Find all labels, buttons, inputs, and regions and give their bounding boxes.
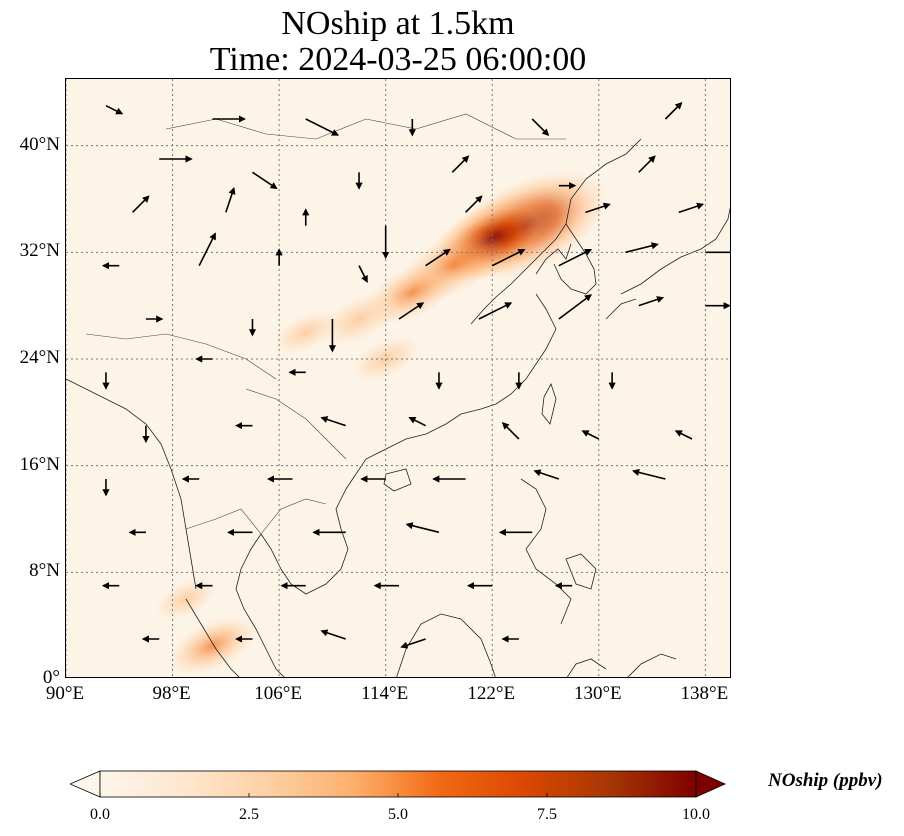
longitude-tick-label: 106°E [254,683,302,704]
colorbar-tick-label: 10.0 [682,806,710,823]
wind-arrow [558,294,592,320]
longitude-tick-label: 98°E [152,683,191,704]
wind-arrow [533,469,560,480]
longitude-tick-label: 90°E [45,683,85,704]
wind-arrow [632,468,666,480]
wind-arrow [558,248,593,267]
colorbar-tick-marks [99,793,697,797]
latitude-tick-label: 40°N [19,133,60,155]
plot-title: NOship at 1.5km [281,5,515,42]
concentration-field [153,170,609,676]
longitude-tick-label: 138°E [680,683,729,704]
concentration-hotspot [167,615,258,676]
latitude-tick-label: 24°N [19,347,60,368]
wind-arrow [625,242,659,254]
colorbar-extend-max [695,770,726,798]
colorbar-svg [68,770,726,798]
colorbar-label: NOship (ppbv) [768,770,883,791]
longitude-tick-label: 122°E [467,683,516,704]
longitude-tick-label: 114°E [361,683,409,704]
wind-arrow [400,638,426,649]
wind-arrow [581,430,600,440]
wind-arrow [105,104,124,115]
concentration-hotspot [317,291,401,347]
wind-arrow [501,421,520,440]
latitude-tick-label: 32°N [19,240,60,262]
wind-arrow [451,155,470,173]
longitude-tick-label: 130°E [573,683,622,704]
wind-arrow [465,195,483,213]
concentration-hotspot [271,309,340,355]
wind-arrow [252,171,278,190]
wind-arrow [320,629,346,640]
wind-arrow [305,118,340,136]
wind-arrow [408,416,426,427]
wind-arrow [358,265,368,283]
wind-arrow [664,101,683,120]
map-svg [66,79,730,677]
wind-arrow [585,202,611,214]
wind-arrow [398,302,425,320]
gridlines [66,79,730,677]
wind-vectors [101,101,730,649]
wind-arrow [225,186,236,213]
colorbar-extend-min [68,770,101,798]
wind-arrow [491,248,526,267]
colorbar-tick-label: 0.0 [90,806,110,823]
plot-subtitle-time: Time: 2024-03-25 06:00:00 [209,41,587,78]
coastlines [66,113,730,677]
latitude-tick-label: 16°N [19,453,60,475]
latitude-tick-label: 8°N [29,560,60,582]
wind-arrow [674,430,693,440]
wind-arrow [678,202,705,214]
wind-arrow [425,248,451,267]
wind-arrow [132,195,150,213]
wind-arrow [478,302,513,320]
wind-arrow [638,155,656,173]
wind-arrow [320,416,346,427]
wind-arrow [638,296,665,307]
colorbar-gradient [99,770,697,798]
colorbar-tick-label: 2.5 [239,806,259,823]
latitude-tick-label: 0° [42,667,60,688]
wind-arrow [405,522,440,534]
map-panel [65,78,731,678]
colorbar-tick-label: 7.5 [537,806,557,823]
wind-arrow [198,232,216,267]
colorbar [68,770,726,798]
wind-arrow [531,118,550,137]
colorbar-tick-label: 5.0 [388,806,408,823]
